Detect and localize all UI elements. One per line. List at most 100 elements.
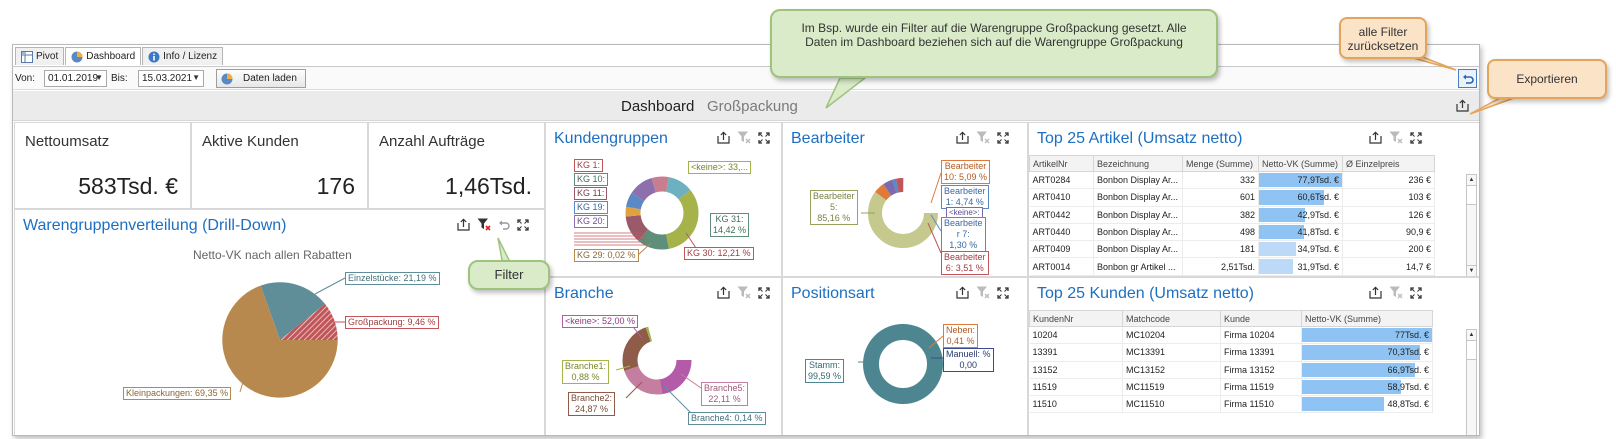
undo-arrow-icon <box>1462 74 1474 84</box>
pie-slice-grosspackung[interactable] <box>280 304 338 340</box>
scroll-down-icon[interactable]: ▼ <box>1467 265 1476 276</box>
table-cell: 77Tsd. € <box>1301 326 1433 345</box>
table-row[interactable]: 11519 MC11519 Firma 11519 58,9Tsd. € <box>1029 378 1433 397</box>
column-header[interactable]: Menge (Summe) <box>1182 155 1259 172</box>
reset-filters-button[interactable] <box>1458 69 1477 88</box>
cell-value: 77Tsd. € <box>1394 330 1429 341</box>
maximize-icon[interactable] <box>1410 131 1422 144</box>
table-row[interactable]: ART0409 Bonbon Display Ar... 181 34,9Tsd. €… <box>1029 240 1435 259</box>
bis-date-input[interactable]: 15.03.2021 ▼ <box>138 70 204 87</box>
column-header[interactable]: Netto-VK (Summe) <box>1301 310 1433 327</box>
donut-segment[interactable] <box>625 176 699 250</box>
table-cell: Bonbon Display Ar... <box>1093 188 1183 207</box>
donut-segment[interactable] <box>625 176 699 250</box>
kpi-aktive-kunden: Aktive Kunden 176 <box>191 122 368 209</box>
table-row[interactable]: 10204 MC10204 Firma 10204 77Tsd. € <box>1029 326 1433 345</box>
callout-text: Filter <box>494 267 524 282</box>
donut-segment[interactable] <box>622 325 692 395</box>
von-date-input[interactable]: 01.01.2019 ▼ <box>44 70 107 87</box>
export-icon[interactable] <box>956 131 969 144</box>
bis-date-value: 15.03.2021 <box>142 73 193 84</box>
maximize-icon[interactable] <box>997 131 1009 144</box>
vertical-scrollbar[interactable]: ▲ ▼ <box>1466 174 1477 276</box>
maximize-icon[interactable] <box>758 286 770 299</box>
tab-info[interactable]: Info / Lizenz <box>142 47 224 65</box>
column-header[interactable]: Kunde <box>1220 310 1302 327</box>
scroll-thumb[interactable] <box>1467 186 1476 205</box>
export-icon[interactable] <box>1456 99 1469 112</box>
table-cell: 77,9Tsd. € <box>1258 171 1343 190</box>
clear-filter-icon[interactable] <box>477 218 491 231</box>
clear-filter-icon[interactable] <box>976 131 990 144</box>
column-header[interactable]: Bezeichnung <box>1093 155 1183 172</box>
table-row[interactable]: ART0410 Bonbon Display Ar... 601 60,6Tsd. €… <box>1029 188 1435 207</box>
export-icon[interactable] <box>717 131 730 144</box>
donut-segment[interactable] <box>622 325 692 395</box>
tab-pivot[interactable]: Pivot <box>15 47 65 65</box>
maximize-icon[interactable] <box>517 218 529 231</box>
column-header[interactable]: Netto-VK (Summe) <box>1258 155 1343 172</box>
scroll-up-icon[interactable]: ▲ <box>1467 175 1476 186</box>
data-bar <box>1302 328 1432 343</box>
export-icon[interactable] <box>1369 286 1382 299</box>
top-kunden-table: KundenNr Matchcode Kunde Netto-VK (Summe… <box>1029 310 1433 414</box>
scroll-up-icon[interactable]: ▲ <box>1467 330 1476 341</box>
data-bar <box>1302 362 1416 377</box>
clear-filter-icon[interactable] <box>737 286 751 299</box>
table-cell: Firma 10204 <box>1220 326 1302 345</box>
table-row[interactable]: 13152 MC13152 Firma 13152 66,9Tsd. € <box>1029 361 1433 379</box>
table-cell: 2,51Tsd. <box>1182 257 1259 276</box>
kpi-value: 176 <box>316 173 355 199</box>
table-cell: 601 <box>1182 188 1259 207</box>
clear-filter-icon[interactable] <box>737 131 751 144</box>
pie-slice-kleinpackungen[interactable] <box>222 285 338 398</box>
drill-up-icon[interactable] <box>498 219 510 231</box>
maximize-icon[interactable] <box>997 286 1009 299</box>
donut-segment[interactable] <box>622 325 692 395</box>
table-cell: 31,9Tsd. € <box>1258 257 1343 276</box>
clear-filter-icon[interactable] <box>976 286 990 299</box>
export-icon[interactable] <box>956 286 969 299</box>
kundengruppen-donut-chart[interactable] <box>546 123 782 277</box>
table-cell: ART0440 <box>1029 223 1094 242</box>
warengruppen-pie-chart[interactable] <box>15 210 545 436</box>
tab-dashboard[interactable]: Dashboard <box>65 47 142 65</box>
vertical-scrollbar[interactable]: ▲ <box>1466 329 1477 435</box>
panel-title: Branche <box>554 285 614 302</box>
column-header[interactable]: Ø Einzelpreis <box>1342 155 1435 172</box>
table-row[interactable]: ART0014 Bonbon gr Artikel ... 2,51Tsd. 31,9… <box>1029 257 1435 276</box>
table-row[interactable]: ART0284 Bonbon Display Ar... 332 77,9Tsd. €… <box>1029 171 1435 190</box>
clear-filter-icon[interactable] <box>1389 131 1403 144</box>
donut-segment[interactable] <box>625 176 699 250</box>
dropdown-arrow-icon[interactable]: ▼ <box>192 73 200 82</box>
positionsart-donut-chart[interactable] <box>783 278 1028 436</box>
donut-segment[interactable] <box>868 178 938 248</box>
column-header[interactable]: KundenNr <box>1029 310 1123 327</box>
dropdown-arrow-icon[interactable]: ▼ <box>95 73 103 82</box>
table-row[interactable]: 13391 MC13391 Firma 13391 70,3Tsd. € <box>1029 343 1433 362</box>
scroll-thumb[interactable] <box>1467 341 1476 360</box>
clear-filter-icon[interactable] <box>1389 286 1403 299</box>
donut-label: <keine>: 52,00 % <box>562 315 639 328</box>
donut-label: <keine>: 33,... <box>688 161 752 174</box>
maximize-icon[interactable] <box>1410 286 1422 299</box>
export-icon[interactable] <box>717 286 730 299</box>
callout-export: Exportieren <box>1487 59 1607 99</box>
table-row[interactable]: 11510 MC11510 Firma 11510 48,8Tsd. € <box>1029 395 1433 414</box>
table-cell: Bonbon Display Ar... <box>1093 240 1183 259</box>
bearbeiter-donut-chart[interactable] <box>783 123 1028 277</box>
maximize-icon[interactable] <box>758 131 770 144</box>
donut-segment[interactable] <box>625 176 699 250</box>
callout-text: Exportieren <box>1516 72 1578 86</box>
export-icon[interactable] <box>457 218 470 231</box>
table-row[interactable]: ART0440 Bonbon Display Ar... 498 41,8Tsd. €… <box>1029 223 1435 242</box>
load-data-button[interactable]: Daten laden <box>216 69 306 88</box>
export-icon[interactable] <box>1369 131 1382 144</box>
pie-slice-einzelstuecke[interactable] <box>260 282 326 340</box>
panel-title: Positionsart <box>791 285 875 302</box>
pie-label-kleinpackungen: Kleinpackungen: 69,35 % <box>123 387 232 400</box>
column-header[interactable]: Matchcode <box>1122 310 1221 327</box>
dashboard-filter-title: Großpackung <box>707 98 798 115</box>
donut-segment[interactable] <box>863 324 943 404</box>
table-row[interactable]: ART0442 Bonbon Display Ar... 382 42,9Tsd. €… <box>1029 206 1435 224</box>
